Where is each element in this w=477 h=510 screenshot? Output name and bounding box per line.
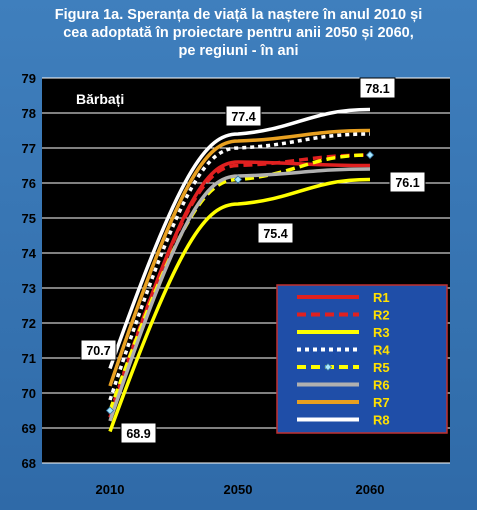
data-label: 76.1 [395,176,419,190]
series-line-r4 [108,132,371,401]
legend-label-r7: R7 [373,395,390,410]
legend-label-r1: R1 [373,290,390,305]
legend-label-r3: R3 [373,325,390,340]
data-label-box [257,222,294,244]
data-label-box [389,171,426,193]
series-line-r1 [108,160,371,419]
data-label-box [120,422,157,444]
legend-label-r4: R4 [373,343,390,358]
legend-label-r6: R6 [373,378,390,393]
y-tick-label: 70 [22,386,36,401]
legend-label-r5: R5 [373,360,390,375]
data-label-box [225,105,262,127]
data-label-box [80,339,117,361]
series-line-r6 [108,167,371,422]
series-line-r3 [108,177,371,433]
legend-label-r2: R2 [373,308,390,323]
chart-title: Figura 1a. Speranța de viață la naștere … [0,6,477,60]
title-line-3: pe regiuni - în ani [178,43,299,59]
data-label: 75.4 [263,227,287,241]
data-label: 70.7 [86,344,110,358]
series-line-r2 [108,153,371,415]
legend-label-r8: R8 [373,413,390,428]
series-line-r7 [108,128,371,387]
y-tick-label: 69 [22,421,36,436]
title-line-2: cea adoptată în proiectare pentru anii 2… [63,25,414,41]
annotation-label: Bărbați [76,91,124,107]
y-tick-label: 75 [22,211,36,226]
data-label: 77.4 [231,110,255,124]
r5-marker [365,150,375,160]
title-line-1: Figura 1a. Speranța de viață la naștere … [54,7,423,23]
y-tick-label: 79 [22,71,36,86]
series-line-r8 [108,107,371,370]
y-tick-label: 72 [22,316,36,331]
y-tick-label: 71 [22,351,36,366]
y-tick-label: 78 [22,106,36,121]
y-tick-label: 77 [22,141,36,156]
y-tick-label: 76 [22,176,36,191]
x-tick-label: 2010 [96,482,125,497]
r5-marker [233,175,243,184]
data-label: 68.9 [126,427,150,441]
r5-marker [105,406,115,415]
y-tick-label: 68 [22,456,36,471]
data-label: 78.1 [365,82,389,96]
data-label-box [359,77,396,99]
legend-box [276,284,448,434]
x-tick-label: 2060 [356,482,385,497]
legend-marker-r5 [323,362,333,372]
x-tick-label: 2050 [224,482,253,497]
y-tick-label: 73 [22,281,36,296]
y-tick-label: 74 [22,246,37,261]
